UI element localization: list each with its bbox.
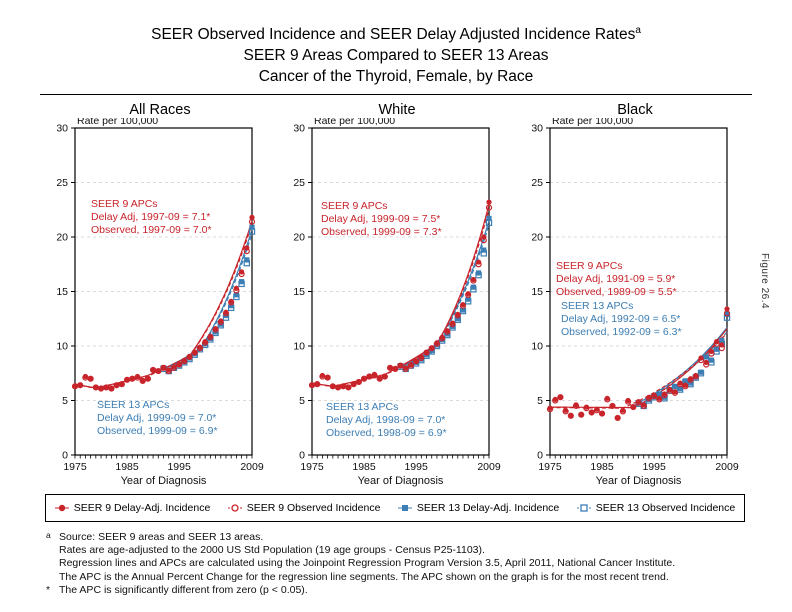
seer13-delay-marker-icon — [397, 503, 412, 513]
seer9-delay-marker-icon — [54, 503, 69, 513]
svg-text:30: 30 — [56, 123, 68, 135]
legend-item-seer9-observed: SEER 9 Observed Incidence — [227, 502, 380, 514]
svg-text:1995: 1995 — [404, 461, 428, 473]
svg-text:1995: 1995 — [642, 461, 666, 473]
seer13-apc-annotation: SEER 13 APCs Delay Adj, 1998-09 = 7.0* O… — [326, 401, 447, 440]
figure-number-label: Figure 26.4 — [759, 253, 770, 310]
title-line-2: SEER 9 Areas Compared to SEER 13 Areas — [243, 47, 549, 65]
svg-text:15: 15 — [531, 286, 543, 298]
svg-text:20: 20 — [56, 232, 68, 244]
seer9-apc-annotation: SEER 9 APCs Delay Adj, 1999-09 = 7.5* Ob… — [321, 200, 442, 239]
panel-title-all-races: All Races — [129, 102, 191, 118]
chart-title: SEER Observed Incidence and SEER Delay A… — [0, 20, 792, 87]
svg-text:25: 25 — [531, 177, 543, 189]
panel-black: Black 0 5 10 15 20 25 30 Rate per 100,000 1975 19… — [515, 100, 752, 498]
svg-text:30: 30 — [293, 123, 305, 135]
seer13-apc-annotation: SEER 13 APCs Delay Adj, 1992-09 = 6.5* O… — [561, 300, 682, 339]
svg-text:1985: 1985 — [115, 461, 139, 473]
svg-text:1975: 1975 — [300, 461, 324, 473]
title-line-1: SEER Observed Incidence and SEER Delay A… — [151, 25, 641, 44]
svg-text:10: 10 — [56, 341, 68, 353]
title-divider — [40, 94, 752, 95]
title-superscript: a — [635, 25, 641, 36]
svg-text:0: 0 — [62, 450, 68, 462]
svg-text:25: 25 — [56, 177, 68, 189]
svg-text:Rate per 100,000: Rate per 100,000 — [552, 118, 633, 127]
legend-item-seer13-delay: SEER 13 Delay-Adj. Incidence — [397, 502, 559, 514]
svg-text:0: 0 — [299, 450, 305, 462]
svg-text:2009: 2009 — [240, 461, 264, 473]
plot-black: 0 5 10 15 20 25 30 Rate per 100,000 1975 1985 1995… — [531, 118, 739, 487]
plot-all-races: 0 5 10 15 20 25 30 Rate per 100,000 1975 1985 1995… — [56, 118, 264, 487]
panel-white: White 0 5 10 15 20 25 30 Rate per 100,000 1975 19… — [277, 100, 514, 498]
svg-text:2009: 2009 — [477, 461, 501, 473]
footnotes: a Source: SEER 9 areas and SEER 13 areas… — [46, 530, 676, 597]
svg-text:Year of Diagnosis: Year of Diagnosis — [358, 475, 444, 487]
footnote-ageadjust: Rates are age-adjusted to the 2000 US St… — [59, 544, 485, 557]
svg-text:15: 15 — [56, 286, 68, 298]
svg-text:5: 5 — [299, 395, 305, 407]
svg-text:0: 0 — [537, 450, 543, 462]
title-line-3: Cancer of the Thyroid, Female, by Race — [258, 68, 534, 86]
svg-text:15: 15 — [293, 286, 305, 298]
seer9-apc-annotation: SEER 9 APCs Delay Adj, 1997-09 = 7.1* Ob… — [91, 198, 212, 237]
svg-text:5: 5 — [537, 395, 543, 407]
panel-title-black: Black — [617, 102, 653, 118]
panel-title-white: White — [378, 102, 416, 118]
seer9-observed-marker-icon — [227, 503, 242, 513]
footnote-source: a Source: SEER 9 areas and SEER 13 areas… — [46, 530, 264, 543]
svg-text:1995: 1995 — [167, 461, 191, 473]
legend-item-seer13-observed: SEER 13 Observed Incidence — [576, 502, 735, 514]
svg-text:10: 10 — [293, 341, 305, 353]
svg-text:1975: 1975 — [63, 461, 87, 473]
legend: SEER 9 Delay-Adj. Incidence SEER 9 Obser… — [45, 494, 745, 522]
svg-text:Year of Diagnosis: Year of Diagnosis — [121, 475, 207, 487]
svg-text:1985: 1985 — [352, 461, 376, 473]
svg-text:Rate per 100,000: Rate per 100,000 — [77, 118, 158, 127]
panel-all-races: All Races 0 5 10 15 20 25 30 Rate per 100,000 19… — [40, 100, 277, 498]
legend-item-seer9-delay: SEER 9 Delay-Adj. Incidence — [54, 502, 210, 514]
svg-text:10: 10 — [531, 341, 543, 353]
svg-text:5: 5 — [62, 395, 68, 407]
svg-text:30: 30 — [531, 123, 543, 135]
footnote-apc: The APC is the Annual Percent Change for… — [59, 570, 669, 583]
svg-text:20: 20 — [293, 232, 305, 244]
svg-text:Rate per 100,000: Rate per 100,000 — [314, 118, 395, 127]
svg-text:20: 20 — [531, 232, 543, 244]
seer13-observed-marker-icon — [576, 503, 591, 513]
footnote-joinpoint: Regression lines and APCs are calculated… — [59, 557, 676, 570]
svg-text:25: 25 — [293, 177, 305, 189]
svg-text:Year of Diagnosis: Year of Diagnosis — [596, 475, 682, 487]
svg-text:1975: 1975 — [538, 461, 562, 473]
footnote-significance: * The APC is significantly different fro… — [46, 583, 308, 596]
svg-text:2009: 2009 — [715, 461, 739, 473]
svg-text:1985: 1985 — [590, 461, 614, 473]
plot-white: 0 5 10 15 20 25 30 Rate per 100,000 1975 1985 1995… — [293, 118, 501, 487]
seer13-apc-annotation: SEER 13 APCs Delay Adj, 1999-09 = 7.0* O… — [97, 399, 218, 438]
seer9-apc-annotation: SEER 9 APCs Delay Adj, 1991-09 = 5.9* Ob… — [556, 260, 677, 299]
